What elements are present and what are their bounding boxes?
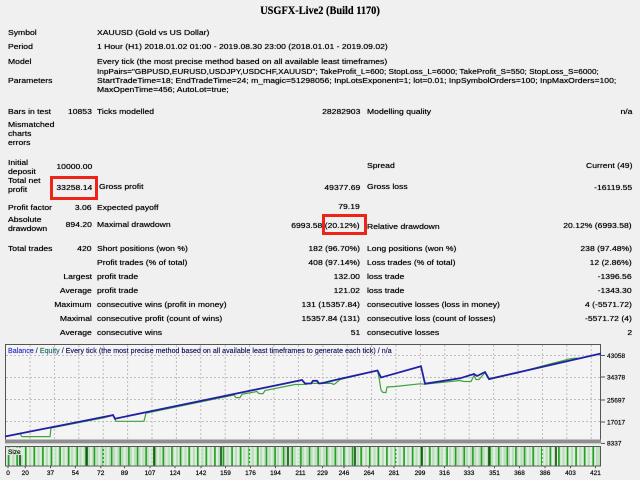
svg-text:368: 368	[514, 470, 525, 477]
svg-text:316: 316	[439, 470, 450, 477]
svg-text:0: 0	[6, 470, 10, 477]
svg-text:25697: 25697	[607, 397, 625, 404]
svg-text:403: 403	[565, 470, 576, 477]
svg-text:421: 421	[590, 470, 601, 477]
svg-text:89: 89	[121, 470, 129, 477]
svg-text:211: 211	[295, 470, 306, 477]
svg-text:264: 264	[364, 470, 375, 477]
svg-text:107: 107	[145, 470, 156, 477]
svg-text:Balance / Equity / Every tick: Balance / Equity / Every tick (the most …	[8, 348, 392, 355]
svg-text:34378: 34378	[607, 374, 625, 381]
svg-text:281: 281	[389, 470, 400, 477]
svg-text:43058: 43058	[607, 353, 625, 360]
svg-text:72: 72	[97, 470, 105, 477]
svg-text:37: 37	[47, 470, 55, 477]
svg-text:142: 142	[196, 470, 207, 477]
svg-text:124: 124	[170, 470, 181, 477]
svg-text:351: 351	[489, 470, 500, 477]
svg-text:20: 20	[22, 470, 30, 477]
svg-text:333: 333	[464, 470, 475, 477]
svg-text:194: 194	[270, 470, 281, 477]
svg-text:17017: 17017	[607, 419, 625, 426]
svg-text:8337: 8337	[607, 441, 622, 448]
svg-text:386: 386	[540, 470, 551, 477]
svg-text:54: 54	[72, 470, 80, 477]
svg-text:159: 159	[220, 470, 231, 477]
svg-text:299: 299	[415, 470, 426, 477]
svg-text:176: 176	[245, 470, 256, 477]
svg-text:Size: Size	[8, 449, 21, 456]
svg-text:246: 246	[339, 470, 350, 477]
svg-text:229: 229	[317, 470, 328, 477]
